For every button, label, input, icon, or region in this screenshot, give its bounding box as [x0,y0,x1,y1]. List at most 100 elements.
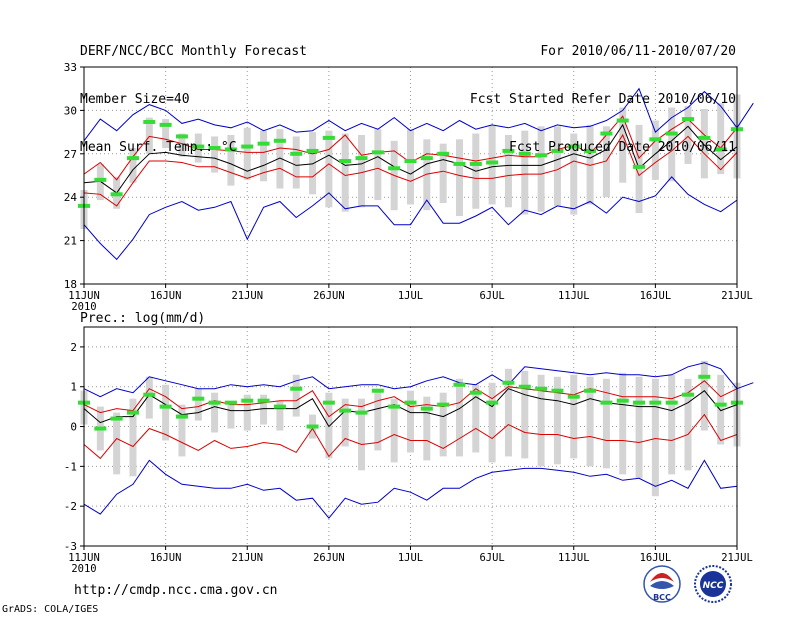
range-bar [129,398,137,477]
obs-marker [290,151,303,156]
obs-marker [682,117,695,122]
range-bar [553,376,561,465]
footer-url: http://cmdp.ncc.cma.gov.cn [74,583,278,598]
obs-marker [224,147,237,152]
obs-marker [518,384,531,389]
obs-marker [126,156,139,161]
series-max-line [83,87,754,142]
series-mean-line [83,123,738,194]
range-bar [162,119,170,149]
x-tick-label: 16JUL [640,290,672,302]
range-bar [521,370,529,459]
x-tick-label: 16JUL [640,552,672,564]
header-left: DERF/NCC/BCC Monthly Forecast Member Siz… [80,12,307,172]
y-tick-label: 0 [70,421,77,434]
obs-marker [273,138,286,143]
chart-panel-2: -3 -2 -1 0 1 2 11JUN 16JUN 21JUN 26JUN 1JUL 6JUL 11J… [64,311,754,575]
obs-marker [518,151,531,156]
obs-marker [404,159,417,164]
range-bar [227,402,235,429]
range-bar [570,133,578,215]
header-period: For 2010/06/11-2010/07/20 [540,44,736,59]
header-right: For 2010/06/11-2010/07/20 Fcst Started R… [470,12,736,172]
range-bar [439,143,447,203]
range-bar [635,376,643,479]
x-tick-label: 11JUN [68,290,100,302]
obs-marker [600,400,613,405]
obs-marker [682,392,695,397]
ncc-logo: NCC [694,565,732,603]
obs-marker [453,161,466,166]
series-max-line [83,362,754,398]
range-bar [684,106,692,164]
range-bar [423,139,431,211]
obs-marker [388,166,401,171]
range-bar [504,134,512,208]
x-tick-label: 21JUN [231,290,263,302]
y-tick-label: 27 [64,148,77,161]
range-bar [407,390,414,453]
range-bar [374,129,382,201]
x-tick-label: 11JUL [558,290,590,302]
obs-marker [208,400,221,405]
obs-marker [469,390,482,395]
obs-marker [175,134,188,139]
range-bar [96,163,104,201]
range-bar [586,376,594,467]
obs-marker [535,386,548,391]
series-mean-line [83,388,738,428]
range-bar [341,133,349,212]
range-bar [260,394,268,425]
obs-marker [355,410,368,415]
range-bar [423,396,431,461]
header-produced-date: Fcst Produced Date 2010/06/11 [509,140,736,155]
range-bar [260,130,268,182]
range-bar [325,130,333,208]
obs-marker [551,148,564,153]
obs-marker [420,156,433,161]
range-bar [309,132,317,195]
obs-marker [143,119,156,124]
range-bar [455,139,463,217]
y-tick-label: 33 [64,61,77,74]
range-bar [390,398,398,463]
range-bar [635,124,643,214]
x-year-label: 2010 [71,301,96,313]
x-tick-label: 6JUL [479,552,504,564]
x-tick-label: 11JUL [558,552,590,564]
obs-marker [649,400,662,405]
range-bar [668,107,676,182]
obs-marker [404,400,417,405]
obs-marker [437,151,450,156]
range-bar [276,129,284,189]
x-tick-label: 21JUN [231,552,263,564]
obs-marker [616,118,629,123]
range-bar [211,136,219,173]
obs-marker [584,148,597,153]
obs-marker [192,144,205,149]
bcc-logo-swirl-red [650,573,674,582]
obs-marker [502,380,515,385]
range-bar [586,124,594,205]
x-year-label: 2010 [71,563,96,575]
range-bar [602,378,610,469]
x-tick-label: 26JUN [313,552,345,564]
x-tick-label: 21JUL [721,552,753,564]
obs-marker [371,150,384,155]
x-tick-label: 16JUN [150,290,182,302]
obs-marker [584,388,597,393]
obs-marker [159,122,172,127]
obs-marker [126,410,139,415]
y-tick-label: 1 [70,381,77,394]
x-tick-label: 6JUL [479,290,504,302]
obs-marker [551,388,564,393]
range-bar [602,126,610,198]
range-bar [537,126,545,212]
obs-marker [665,400,678,405]
x-tick-label: 1JUL [398,290,423,302]
obs-marker [698,374,711,379]
obs-marker [502,148,515,153]
range-bar [129,148,137,183]
range-bar [553,126,561,206]
obs-marker [110,192,123,197]
